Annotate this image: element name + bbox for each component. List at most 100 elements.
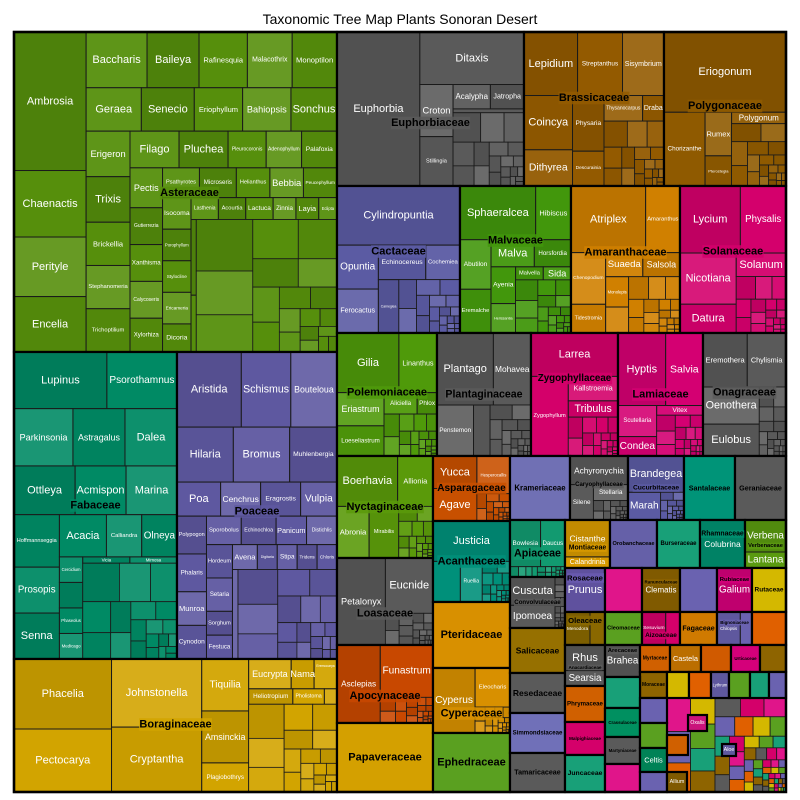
treemap-cell-genus-small bbox=[537, 320, 549, 334]
treemap-cell-genus-small bbox=[418, 439, 426, 449]
family-label-background bbox=[687, 99, 763, 113]
genus-label: Celtis bbox=[644, 756, 663, 765]
treemap-cell-genus bbox=[13, 728, 113, 793]
family-label-background bbox=[234, 505, 280, 518]
treemap-cell-genus-small bbox=[300, 748, 321, 764]
family-label: Ephedraceae bbox=[437, 757, 505, 769]
treemap-cell-genus-small bbox=[490, 584, 498, 595]
treemap-cell-genus-small bbox=[767, 431, 778, 440]
treemap-cell-genus-small bbox=[486, 493, 500, 503]
family-label-background bbox=[159, 186, 220, 200]
genus-label: Stellaria bbox=[599, 489, 623, 496]
treemap-cell-genus bbox=[146, 31, 200, 89]
family-label-background bbox=[632, 388, 689, 401]
genus-label: Menodora bbox=[567, 626, 589, 631]
treemap-cell-genus-small bbox=[385, 630, 400, 646]
genus-label: Tidestromia bbox=[575, 316, 603, 322]
treemap-cell-genus-small bbox=[422, 543, 429, 550]
treemap-cell-genus-small bbox=[413, 413, 427, 432]
treemap-cell-genus bbox=[190, 294, 197, 353]
treemap-cell-genus-small bbox=[278, 286, 311, 310]
treemap-cell-genus-small bbox=[248, 703, 285, 739]
genus-label: Acmispon bbox=[77, 484, 125, 496]
family-label: Salicaceae bbox=[516, 646, 560, 656]
treemap-cell-genus-small bbox=[237, 633, 279, 660]
family-label: Urticaceae bbox=[734, 656, 757, 661]
genus-label: Tribulus bbox=[575, 403, 612, 415]
treemap-cell-genus-small bbox=[296, 622, 312, 643]
treemap-cell-genus bbox=[336, 557, 386, 646]
family-label: Juncaceae bbox=[568, 770, 603, 777]
treemap-cell-family bbox=[639, 722, 668, 749]
treemap-cell-genus-small bbox=[438, 315, 448, 326]
genus-label: Dicoria bbox=[166, 334, 187, 341]
genus-label: Muhlenbergia bbox=[293, 451, 334, 458]
treemap-cell-genus-small bbox=[408, 547, 418, 559]
treemap-cell-genus-small bbox=[660, 510, 668, 521]
treemap-cell-genus-small bbox=[145, 633, 160, 648]
genus-label: Croton bbox=[423, 106, 451, 116]
family-label-background bbox=[584, 246, 667, 259]
genus-label: Hoffmannseggia bbox=[17, 538, 58, 544]
treemap-cell-genus-small bbox=[310, 622, 326, 637]
treemap-cell-genus-small bbox=[656, 414, 676, 432]
treemap-family-border bbox=[720, 742, 738, 758]
family-label: Brassicaceae bbox=[559, 92, 629, 104]
treemap-cell-genus-small bbox=[747, 141, 769, 156]
treemap-cell-genus-small bbox=[319, 308, 338, 327]
family-label-background bbox=[660, 540, 698, 548]
genus-label: Aristida bbox=[191, 384, 229, 396]
genus-label: Asclepias bbox=[341, 680, 376, 689]
treemap-cell-genus-small bbox=[610, 506, 617, 515]
treemap-cell-genus-small bbox=[603, 167, 623, 187]
treemap-cell-genus bbox=[290, 351, 338, 428]
treemap-cell-genus bbox=[489, 84, 525, 110]
treemap-cell-genus-small bbox=[277, 622, 298, 643]
treemap-cell-small-family bbox=[729, 779, 745, 793]
treemap-cell-genus-small bbox=[554, 617, 561, 622]
family-label: Asparagaceae bbox=[437, 483, 506, 494]
family-label: Amaranthaceae bbox=[585, 247, 667, 259]
genus-label: Chaenactis bbox=[23, 198, 79, 210]
treemap-cell-genus-small bbox=[283, 771, 302, 793]
genus-label: Scutellaria bbox=[623, 418, 652, 424]
treemap-cell-genus-small bbox=[300, 595, 321, 624]
treemap-cell-small-family bbox=[774, 773, 782, 780]
treemap-cell-genus bbox=[125, 465, 178, 516]
treemap-cell-genus-small bbox=[773, 439, 781, 447]
genus-label: Streptanthus bbox=[582, 60, 618, 67]
treemap-cell-small-family bbox=[768, 778, 775, 784]
family-label: Fabaceae bbox=[70, 500, 120, 512]
genus-label: Hyptis bbox=[627, 363, 658, 375]
treemap-cell-genus-small bbox=[555, 566, 562, 571]
treemap-cell-genus-small bbox=[525, 566, 533, 578]
treemap-cell-genus-small bbox=[554, 612, 561, 619]
treemap-cell-genus-small bbox=[750, 323, 767, 334]
treemap-cell-genus bbox=[291, 31, 338, 89]
genus-label: Gilia bbox=[357, 357, 380, 369]
genus-label: Malacothrix bbox=[252, 56, 288, 63]
treemap-cell-genus-small bbox=[643, 323, 660, 334]
treemap-cell-genus-small bbox=[496, 590, 502, 598]
treemap-cell-genus-small bbox=[498, 493, 511, 503]
treemap-cell-genus-small bbox=[670, 309, 681, 319]
treemap-cell-genus bbox=[176, 515, 207, 555]
genus-label: Amaranthus bbox=[647, 216, 678, 222]
genus-label: Microseris bbox=[204, 179, 232, 186]
genus-label: Cryptantha bbox=[130, 754, 185, 766]
family-label-background bbox=[568, 544, 607, 552]
treemap-cell-genus-small bbox=[760, 123, 787, 143]
family-label-background bbox=[356, 607, 414, 620]
genus-label: Amsinckia bbox=[205, 732, 246, 742]
treemap-cell-genus-small bbox=[551, 566, 557, 573]
genus-label: Medicago bbox=[62, 644, 82, 649]
treemap-cell-genus-small bbox=[773, 445, 780, 452]
genus-label: Sorghum bbox=[208, 620, 231, 626]
treemap-cell-genus-small bbox=[747, 171, 760, 187]
treemap-cell-genus-small bbox=[395, 710, 407, 724]
treemap-cell-genus-small bbox=[423, 612, 434, 624]
treemap-cell-genus bbox=[473, 404, 491, 457]
family-label-background bbox=[567, 769, 603, 778]
treemap-cell-genus-small bbox=[300, 762, 315, 780]
